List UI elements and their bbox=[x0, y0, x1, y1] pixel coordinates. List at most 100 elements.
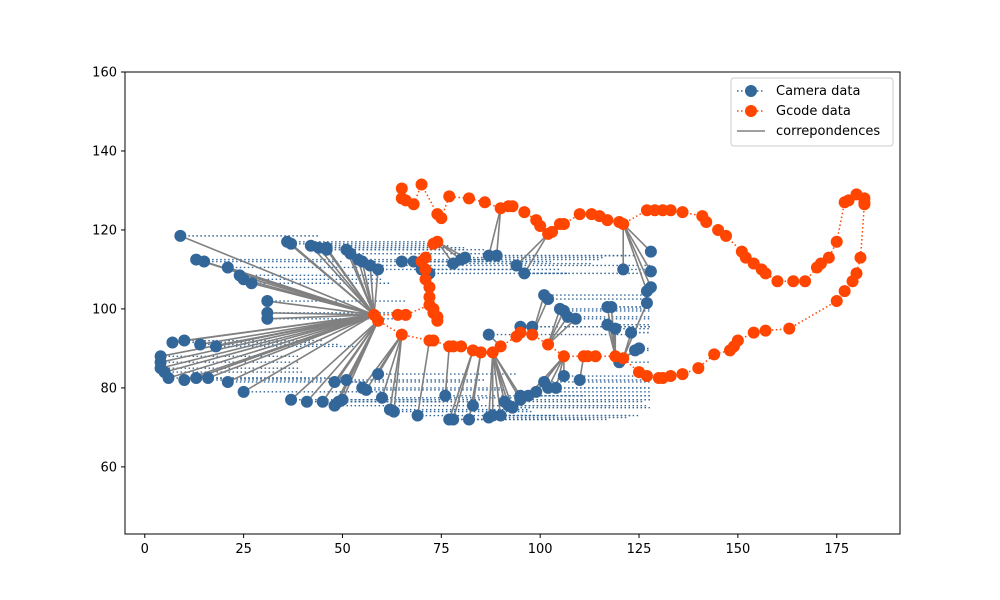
correspondence-line bbox=[267, 300, 375, 316]
correspondence-line bbox=[243, 314, 375, 393]
gcode-point bbox=[676, 206, 689, 219]
legend-camera-label: Camera data bbox=[776, 84, 860, 99]
x-tick-label: 25 bbox=[235, 542, 252, 557]
camera-point bbox=[328, 375, 341, 388]
correspondence-line bbox=[306, 320, 379, 403]
camera-point bbox=[245, 277, 258, 290]
legend-box bbox=[730, 77, 894, 147]
camera-point bbox=[644, 281, 657, 294]
correspondence-line bbox=[164, 314, 375, 373]
camera-point bbox=[198, 255, 211, 268]
camera-point bbox=[569, 312, 582, 325]
camera-point bbox=[209, 340, 222, 353]
correspondence-line bbox=[227, 314, 375, 383]
camera-point bbox=[617, 263, 630, 276]
gcode-point bbox=[419, 273, 432, 286]
gcode-point bbox=[443, 340, 456, 353]
camera-point bbox=[261, 312, 274, 325]
correspondence-line bbox=[444, 346, 451, 396]
gcode-point bbox=[830, 235, 843, 248]
legend-gcode-marker bbox=[745, 105, 757, 117]
camera-point bbox=[340, 374, 353, 386]
correspondence-line bbox=[318, 247, 375, 316]
gcode-point bbox=[747, 326, 760, 339]
gcode-point bbox=[783, 322, 796, 335]
correspondence-line bbox=[622, 223, 652, 272]
gcode-point bbox=[858, 198, 871, 211]
gcode-point bbox=[546, 225, 559, 238]
gcode-point bbox=[518, 206, 531, 219]
gcode-point bbox=[838, 285, 851, 298]
camera-point bbox=[372, 263, 385, 276]
x-tick-label: 125 bbox=[627, 542, 652, 557]
camera-point bbox=[644, 265, 657, 278]
gcode-point bbox=[633, 366, 646, 379]
correspondence-line bbox=[377, 334, 403, 375]
correspondence-line bbox=[381, 334, 403, 399]
correspondence-line bbox=[369, 265, 375, 315]
gcode-point bbox=[617, 218, 630, 231]
camera-point bbox=[573, 374, 586, 386]
gcode-point bbox=[771, 275, 784, 288]
camera-point bbox=[261, 295, 274, 308]
camera-points bbox=[154, 229, 657, 426]
camera-point bbox=[166, 336, 179, 349]
gcode-point bbox=[415, 178, 428, 191]
correspondence-line bbox=[487, 208, 502, 256]
correspondence-line bbox=[472, 352, 482, 406]
camera-point bbox=[625, 326, 638, 339]
camera-point bbox=[490, 249, 503, 262]
camera-point bbox=[644, 245, 657, 258]
camera-point bbox=[178, 334, 191, 347]
y-tick-label: 60 bbox=[100, 460, 117, 475]
camera-point bbox=[376, 391, 389, 404]
gcode-point bbox=[510, 330, 523, 343]
y-axis: 60 80 100 120 140 160 bbox=[92, 66, 125, 475]
x-tick-label: 75 bbox=[433, 542, 450, 557]
correspondence-line bbox=[452, 350, 474, 420]
gcode-point bbox=[486, 346, 499, 359]
gcode-point bbox=[601, 214, 614, 227]
x-tick-label: 150 bbox=[725, 542, 750, 557]
camera-point bbox=[178, 374, 191, 386]
gcode-point bbox=[676, 368, 689, 381]
gcode-point bbox=[423, 291, 436, 304]
x-axis: 0 25 50 75 100 125 150 175 bbox=[141, 534, 849, 557]
correspondence-line bbox=[492, 351, 522, 397]
camera-point bbox=[194, 338, 207, 351]
camera-point bbox=[221, 261, 234, 274]
gcode-point bbox=[708, 348, 721, 361]
correspondence-line bbox=[622, 223, 652, 253]
plot-frame bbox=[124, 71, 901, 535]
camera-point bbox=[518, 267, 531, 280]
correspondence-line bbox=[622, 223, 652, 288]
gcode-point bbox=[759, 324, 772, 337]
camera-point bbox=[174, 229, 187, 242]
correspondence-line bbox=[341, 320, 379, 401]
camera-point bbox=[640, 297, 653, 309]
gcode-point bbox=[395, 182, 408, 195]
camera-point bbox=[530, 385, 543, 398]
correspondence-line bbox=[393, 334, 403, 412]
camera-point bbox=[605, 300, 618, 313]
camera-point bbox=[395, 255, 408, 268]
camera-point bbox=[285, 393, 298, 406]
correspondence-line bbox=[251, 282, 375, 316]
camera-point bbox=[387, 405, 400, 418]
correspondence-line bbox=[345, 320, 379, 381]
gcode-point bbox=[846, 275, 859, 288]
correspondence-line bbox=[160, 314, 375, 369]
legend-correspondence-label: correpondences bbox=[776, 124, 880, 139]
x-tick-label: 50 bbox=[334, 542, 351, 557]
gcode-point bbox=[423, 334, 436, 347]
camera-point bbox=[162, 372, 175, 385]
gcode-point bbox=[664, 204, 677, 217]
y-tick-label: 100 bbox=[92, 302, 117, 317]
correspondence-line bbox=[373, 269, 379, 315]
gcode-point bbox=[557, 218, 570, 231]
gcode-point bbox=[700, 216, 713, 229]
correspondence-line bbox=[495, 208, 502, 256]
correspondence-line bbox=[333, 320, 379, 383]
correspondence-line bbox=[290, 320, 379, 401]
